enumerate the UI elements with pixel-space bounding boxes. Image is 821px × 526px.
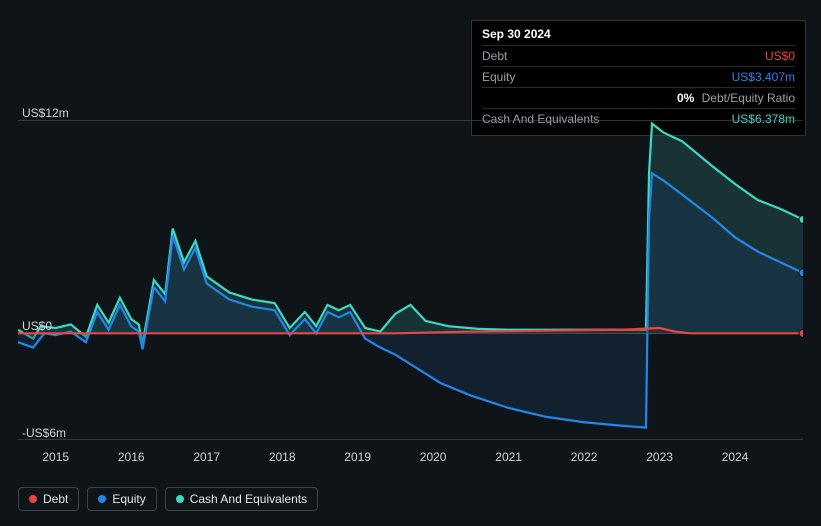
x-tick-label: 2020	[420, 450, 447, 464]
y-tick-label: -US$6m	[22, 426, 66, 440]
legend-item-cash-and-equivalents[interactable]: Cash And Equivalents	[165, 487, 318, 511]
x-tick-label: 2019	[344, 450, 371, 464]
tooltip-value: 0% Debt/Equity Ratio	[677, 91, 795, 105]
tooltip-row: Debt US$0	[482, 45, 795, 66]
legend-item-debt[interactable]: Debt	[18, 487, 79, 511]
legend-dot	[176, 495, 184, 503]
x-tick-label: 2022	[571, 450, 598, 464]
tooltip-label: Debt	[482, 49, 507, 63]
x-tick-label: 2016	[118, 450, 145, 464]
legend-dot	[29, 495, 37, 503]
tooltip-rows: Debt US$0 Equity US$3.407m 0% Debt/Equity Ra…	[482, 45, 795, 129]
x-tick-label: 2023	[646, 450, 673, 464]
chart-tooltip: Sep 30 2024 Debt US$0 Equity US$3.407m 0% De…	[471, 20, 806, 136]
chart-legend: Debt Equity Cash And Equivalents	[18, 487, 318, 511]
legend-label: Equity	[112, 492, 145, 506]
x-tick-label: 2024	[722, 450, 749, 464]
legend-item-equity[interactable]: Equity	[87, 487, 156, 511]
chart-area: US$12mUS$0-US$6m	[18, 120, 803, 440]
x-tick-label: 2021	[495, 450, 522, 464]
tooltip-row: Equity US$3.407m	[482, 66, 795, 87]
x-tick-label: 2017	[193, 450, 220, 464]
tooltip-row: 0% Debt/Equity Ratio	[482, 87, 795, 108]
legend-dot	[98, 495, 106, 503]
tooltip-value: US$3.407m	[732, 70, 795, 84]
legend-label: Cash And Equivalents	[190, 492, 307, 506]
tooltip-value: US$0	[765, 49, 795, 63]
y-tick-label: US$0	[22, 319, 52, 333]
chart-svg	[18, 120, 803, 440]
x-axis: 2015 2016 2017 2018 2019 2020 2021 2022 2023 2024	[18, 450, 803, 470]
tooltip-date: Sep 30 2024	[482, 27, 795, 45]
x-tick-label: 2015	[42, 450, 69, 464]
legend-label: Debt	[43, 492, 68, 506]
y-tick-label: US$12m	[22, 106, 69, 120]
x-tick-label: 2018	[269, 450, 296, 464]
tooltip-label: Equity	[482, 70, 515, 84]
